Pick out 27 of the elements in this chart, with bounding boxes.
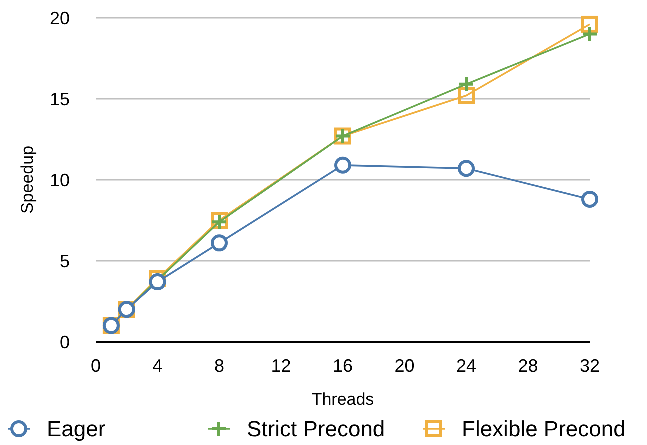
point <box>458 87 475 104</box>
x-tick-label: 16 <box>332 356 354 376</box>
point <box>334 156 352 174</box>
y-tick-label: 10 <box>50 170 70 190</box>
x-tick-label: 8 <box>214 356 225 376</box>
x-tick-label: 28 <box>518 356 538 376</box>
x-tick-label: 12 <box>271 356 292 376</box>
point <box>458 76 475 93</box>
point <box>458 160 475 178</box>
y-tick-label: 20 <box>50 8 70 28</box>
x-tick-label: 24 <box>456 356 477 376</box>
y-axis-title: Speedup <box>18 146 37 214</box>
x-tick-label: 20 <box>394 356 415 376</box>
point <box>582 26 598 43</box>
y-tick-label: 15 <box>50 89 70 110</box>
y-tick-label: 0 <box>60 332 70 352</box>
x-axis-title: Threads <box>312 390 374 409</box>
legend-label: Eager <box>47 416 106 442</box>
x-tick-label: 4 <box>152 356 163 376</box>
point <box>211 234 228 252</box>
legend-label: Flexible Precond <box>462 416 626 442</box>
legend-label: Strict Precond <box>247 416 386 442</box>
x-tick-label: 0 <box>90 356 102 376</box>
point <box>582 190 598 208</box>
point <box>582 16 598 33</box>
x-tick-label: 32 <box>580 356 600 376</box>
y-tick-label: 5 <box>60 251 70 272</box>
